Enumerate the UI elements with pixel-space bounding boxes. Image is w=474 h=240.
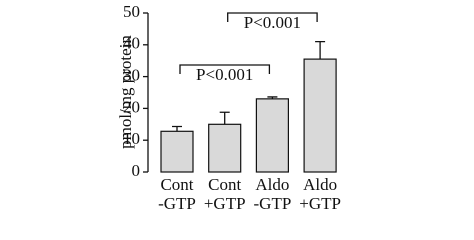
y-tick-label: 30 (123, 66, 140, 85)
y-tick-label: 20 (123, 97, 140, 116)
significance-label: P<0.001 (196, 65, 253, 84)
bar (208, 123, 242, 173)
y-tick-label: 40 (123, 34, 140, 53)
y-tick-label: 10 (123, 129, 140, 148)
x-tick-label: -GTP (158, 194, 196, 213)
x-tick-label: Aldo (255, 175, 289, 194)
x-tick-label: +GTP (299, 194, 341, 213)
error-bar (315, 40, 326, 60)
x-tick-label: Cont (208, 175, 241, 194)
x-tick-label: Cont (160, 175, 193, 194)
bar (303, 58, 337, 173)
y-tick-label: 0 (132, 161, 141, 180)
x-tick-label: -GTP (254, 194, 292, 213)
chart: pmol/mg protein 01020304050Cont-GTPCont+… (116, 2, 341, 213)
significance-bracket (179, 64, 271, 74)
error-bar (219, 111, 230, 125)
bar (160, 130, 194, 173)
error-bar (267, 96, 278, 99)
x-tick-label: +GTP (204, 194, 246, 213)
y-axis-label: pmol/mg protein (116, 35, 135, 149)
x-tick-label: Aldo (303, 175, 337, 194)
significance-bracket (227, 12, 318, 22)
y-tick-label: 50 (123, 2, 140, 21)
bar (255, 98, 289, 173)
significance-label: P<0.001 (244, 13, 301, 32)
error-bar (172, 125, 182, 132)
